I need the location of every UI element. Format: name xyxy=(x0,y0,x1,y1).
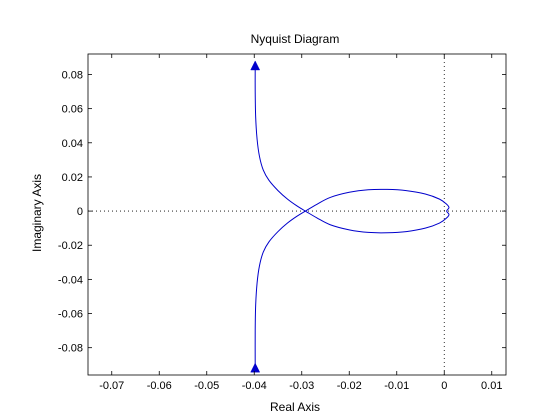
nyquist-curve xyxy=(254,65,450,369)
y-tick-label: 0.08 xyxy=(62,69,83,81)
direction-arrow xyxy=(250,362,261,373)
x-tick-label: -0.02 xyxy=(337,380,362,392)
x-tick-label: 0 xyxy=(441,380,447,392)
x-tick-label: -0.04 xyxy=(242,380,267,392)
x-tick-label: -0.06 xyxy=(147,380,172,392)
y-tick-label: 0.02 xyxy=(62,172,83,184)
y-tick-label: -0.04 xyxy=(58,274,83,286)
x-axis-label: Real Axis xyxy=(270,400,320,414)
x-tick-label: -0.05 xyxy=(194,380,219,392)
y-axis-label: Imaginary Axis xyxy=(30,174,44,252)
x-tick-label: -0.07 xyxy=(99,380,124,392)
y-tick-label: -0.08 xyxy=(58,343,83,355)
chart-title: Nyquist Diagram xyxy=(251,32,340,46)
y-tick-label: -0.02 xyxy=(58,240,83,252)
plot-area xyxy=(88,54,506,375)
x-tick-label: -0.03 xyxy=(289,380,314,392)
x-tick-label: 0.01 xyxy=(481,380,502,392)
y-tick-label: 0.06 xyxy=(62,104,83,116)
curve-layer xyxy=(250,60,450,373)
x-axis-ticks: -0.07 -0.06 -0.05 -0.04 -0.03 -0.02 -0.01 0 0.01 xyxy=(99,54,502,392)
direction-arrow xyxy=(250,60,261,71)
y-tick-label: 0 xyxy=(77,206,83,218)
reference-lines xyxy=(88,54,506,375)
y-axis-ticks: -0.08 -0.06 -0.04 -0.02 0 0.02 0.04 0.06 0.08 xyxy=(58,69,506,355)
plot-frame xyxy=(87,53,507,376)
y-tick-label: 0.04 xyxy=(62,138,83,150)
x-tick-label: -0.01 xyxy=(384,380,409,392)
y-tick-label: -0.06 xyxy=(58,309,83,321)
